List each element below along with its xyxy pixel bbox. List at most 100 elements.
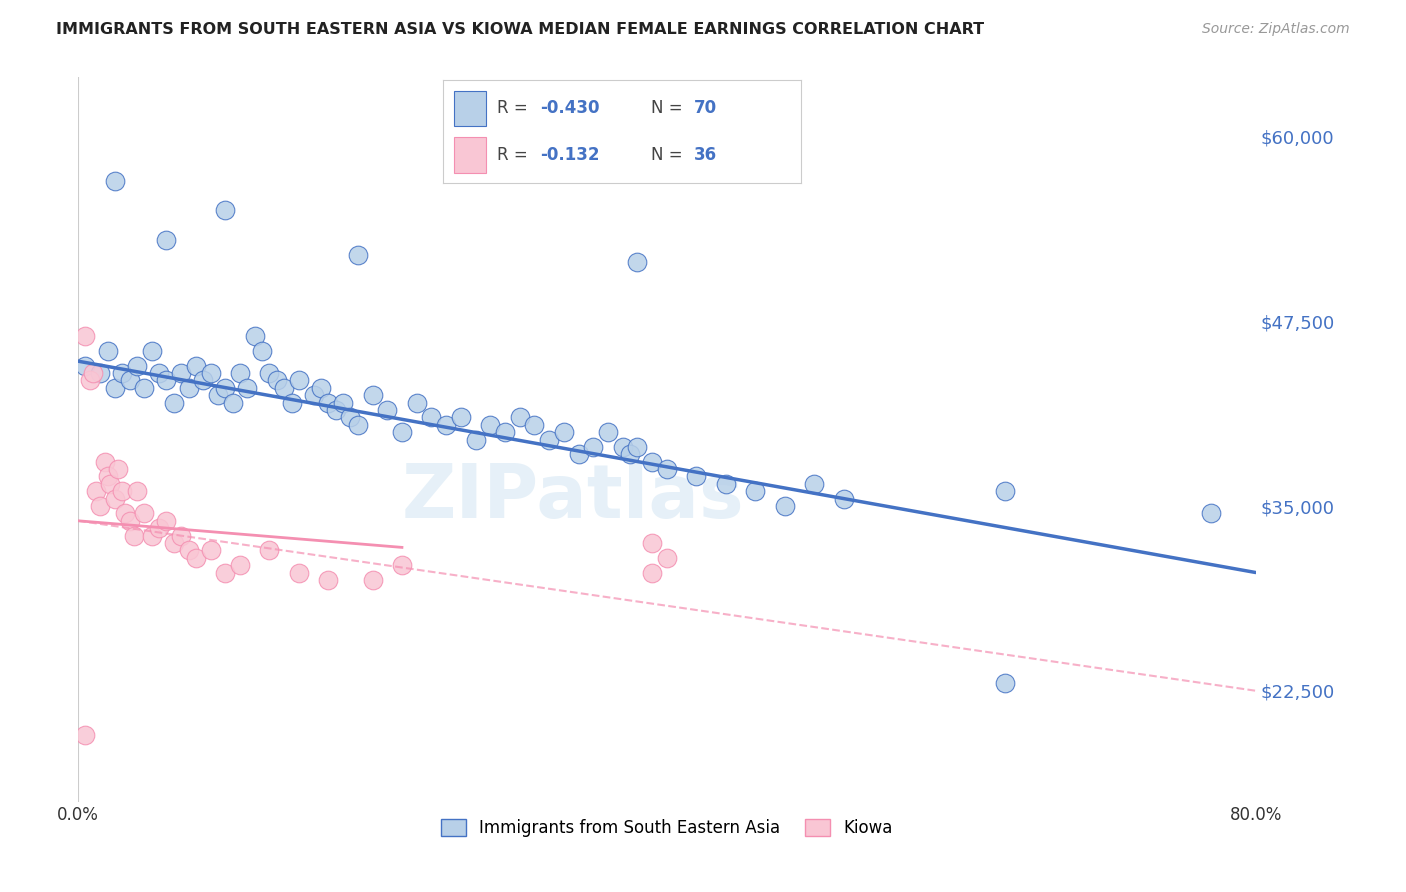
Text: R =: R = [496, 145, 533, 163]
Point [118, 373, 141, 387]
Text: N =: N = [651, 100, 688, 118]
Point [163, 536, 186, 550]
Point [170, 366, 193, 380]
Point [318, 395, 340, 409]
Text: N =: N = [651, 145, 688, 163]
Point [214, 203, 236, 218]
Point [114, 507, 136, 521]
Point [184, 359, 207, 373]
Point [714, 476, 737, 491]
Text: -0.132: -0.132 [540, 145, 599, 163]
Point [96, 343, 118, 358]
Point [391, 425, 413, 439]
Point [685, 469, 707, 483]
Point [207, 388, 229, 402]
Point [104, 174, 127, 188]
Point [229, 558, 252, 573]
Bar [454, 91, 486, 127]
Point [193, 373, 215, 387]
Point [148, 521, 170, 535]
Point [243, 329, 266, 343]
Point [596, 425, 619, 439]
Point [148, 366, 170, 380]
Point [155, 373, 177, 387]
Text: 36: 36 [695, 145, 717, 163]
Point [82, 366, 104, 380]
Text: ZIPatlas: ZIPatlas [401, 461, 744, 534]
Point [612, 440, 634, 454]
Point [111, 484, 134, 499]
Point [626, 440, 648, 454]
Point [641, 566, 664, 580]
Point [302, 388, 325, 402]
Point [134, 507, 156, 521]
Point [346, 417, 368, 432]
Point [177, 381, 200, 395]
Text: R =: R = [496, 100, 533, 118]
Point [626, 255, 648, 269]
Point [405, 395, 427, 409]
Point [250, 343, 273, 358]
Point [118, 514, 141, 528]
Point [479, 417, 502, 432]
Point [1201, 507, 1223, 521]
Point [100, 476, 122, 491]
Point [107, 462, 129, 476]
Point [84, 484, 107, 499]
Point [280, 395, 302, 409]
Point [111, 366, 134, 380]
Point [236, 381, 259, 395]
Point [177, 543, 200, 558]
Point [361, 573, 384, 587]
Point [538, 433, 561, 447]
Point [141, 343, 163, 358]
Point [773, 499, 796, 513]
Point [259, 543, 281, 558]
Point [266, 373, 288, 387]
Text: IMMIGRANTS FROM SOUTH EASTERN ASIA VS KIOWA MEDIAN FEMALE EARNINGS CORRELATION C: IMMIGRANTS FROM SOUTH EASTERN ASIA VS KI… [56, 22, 984, 37]
Point [75, 329, 97, 343]
Point [655, 462, 678, 476]
Point [361, 388, 384, 402]
Point [89, 499, 111, 513]
Point [309, 381, 332, 395]
Point [104, 491, 127, 506]
Point [391, 558, 413, 573]
Legend: Immigrants from South Eastern Asia, Kiowa: Immigrants from South Eastern Asia, Kiow… [434, 813, 900, 844]
Text: 70: 70 [695, 100, 717, 118]
Point [214, 381, 236, 395]
Point [332, 395, 354, 409]
Point [509, 410, 531, 425]
Point [803, 476, 825, 491]
Point [214, 566, 236, 580]
Point [339, 410, 361, 425]
Point [420, 410, 443, 425]
Point [163, 395, 186, 409]
Point [200, 543, 222, 558]
Point [104, 381, 127, 395]
Bar [454, 136, 486, 173]
Point [288, 566, 311, 580]
Point [184, 550, 207, 565]
Text: -0.430: -0.430 [540, 100, 599, 118]
Point [134, 381, 156, 395]
Point [994, 484, 1017, 499]
Point [273, 381, 295, 395]
Point [141, 528, 163, 542]
Point [75, 359, 97, 373]
Point [346, 248, 368, 262]
Point [523, 417, 546, 432]
Point [450, 410, 472, 425]
Point [75, 728, 97, 742]
Point [259, 366, 281, 380]
Point [464, 433, 486, 447]
Point [434, 417, 457, 432]
Point [221, 395, 243, 409]
Point [641, 536, 664, 550]
Point [79, 373, 101, 387]
Point [641, 455, 664, 469]
Point [93, 455, 115, 469]
Point [567, 447, 589, 461]
Point [375, 403, 398, 417]
Point [288, 373, 311, 387]
